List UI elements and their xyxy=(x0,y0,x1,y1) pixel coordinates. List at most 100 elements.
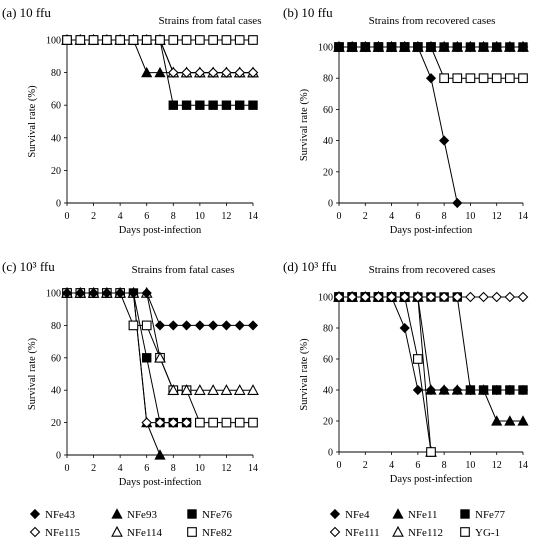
data-point xyxy=(115,287,126,299)
x-tick-label: 6 xyxy=(144,211,149,222)
y-tick-label: 60 xyxy=(323,105,333,116)
panel-d: (d) 10³ ffu Strains from recovered cases 0… xyxy=(283,259,529,485)
y-axis-label: Survival rate (%) xyxy=(299,88,310,161)
data-point xyxy=(248,35,258,45)
data-point xyxy=(491,291,503,303)
data-point xyxy=(491,415,503,426)
legend-label: NFe76 xyxy=(202,509,232,521)
series-line-nfe77 xyxy=(339,296,523,391)
data-point xyxy=(168,320,179,331)
x-tick-label: 0 xyxy=(65,211,70,222)
series-line-nfe112 xyxy=(339,296,432,453)
data-point xyxy=(62,35,72,45)
data-point xyxy=(234,417,245,428)
data-point xyxy=(452,73,463,84)
legend-label: NFe4 xyxy=(345,509,370,521)
x-tick-label: 8 xyxy=(442,211,447,222)
x-tick-label: 12 xyxy=(221,463,231,474)
legend-item-nfe112: NFe112 xyxy=(392,525,443,539)
data-point xyxy=(505,73,515,84)
data-point xyxy=(141,35,152,45)
data-point xyxy=(425,291,437,303)
data-point xyxy=(438,291,450,303)
y-tick-label: 100 xyxy=(46,36,61,47)
legend-item-yg-1: YG-1 xyxy=(460,527,500,539)
legend-marker xyxy=(187,527,197,537)
x-tick-label: 2 xyxy=(363,211,368,222)
data-point xyxy=(88,35,99,45)
data-point xyxy=(195,35,205,45)
data-point xyxy=(451,291,463,303)
data-point xyxy=(154,351,166,363)
x-tick-label: 12 xyxy=(492,211,502,222)
data-point xyxy=(465,291,476,303)
data-point xyxy=(451,41,463,52)
y-tick-label: 100 xyxy=(318,43,333,54)
series-nfe82 xyxy=(62,35,258,45)
data-point xyxy=(478,73,489,84)
data-point xyxy=(154,320,166,331)
data-point xyxy=(247,384,259,395)
data-point xyxy=(504,291,516,303)
data-point xyxy=(221,100,232,110)
data-point xyxy=(155,35,165,45)
data-point xyxy=(247,67,259,78)
y-axis-label: Survival rate (%) xyxy=(27,337,38,410)
legend-marker xyxy=(111,525,123,537)
data-point xyxy=(221,67,232,78)
y-tick-label: 0 xyxy=(328,448,333,459)
x-axis-label: Days post-infection xyxy=(119,225,202,236)
y-tick-label: 40 xyxy=(51,133,61,144)
x-tick-label: 0 xyxy=(65,463,70,474)
x-tick-label: 0 xyxy=(337,211,342,222)
data-point xyxy=(491,73,502,84)
x-tick-label: 12 xyxy=(221,211,231,222)
data-point xyxy=(101,287,112,299)
series-nfe111 xyxy=(333,291,529,303)
legend-marker xyxy=(29,526,41,538)
y-tick-label: 60 xyxy=(51,101,61,112)
data-point xyxy=(426,447,436,457)
x-tick-label: 2 xyxy=(91,211,96,222)
data-point xyxy=(373,291,384,303)
data-point xyxy=(518,385,528,395)
legend-item-nfe111: NFe111 xyxy=(329,526,380,539)
x-tick-label: 4 xyxy=(118,211,123,222)
legend-label: NFe112 xyxy=(408,527,443,539)
y-tick-label: 20 xyxy=(51,166,61,177)
x-tick-label: 2 xyxy=(363,460,368,471)
data-point xyxy=(346,291,358,303)
y-tick-label: 100 xyxy=(46,289,61,300)
y-tick-label: 0 xyxy=(56,451,61,462)
x-tick-label: 14 xyxy=(518,460,528,471)
data-point xyxy=(465,385,476,395)
legend-item-nfe115: NFe115 xyxy=(29,526,81,539)
data-point xyxy=(399,291,411,303)
data-point xyxy=(439,73,449,84)
data-point xyxy=(464,41,477,52)
legend-marker xyxy=(329,508,341,520)
data-point xyxy=(517,291,529,303)
legend-item-nfe43: NFe43 xyxy=(29,508,75,521)
legend-item-nfe114: NFe114 xyxy=(111,525,163,539)
series-nfe11 xyxy=(333,41,529,52)
y-tick-label: 60 xyxy=(323,355,333,366)
legend-fatal: NFe43 NFe93 NFe76 NFe115 NFe114 NFe82 xyxy=(29,508,232,539)
data-point xyxy=(208,417,218,428)
data-point xyxy=(167,384,180,395)
data-point xyxy=(195,417,205,428)
data-point xyxy=(359,291,371,303)
data-point xyxy=(491,41,503,52)
y-axis-label: Survival rate (%) xyxy=(299,338,310,411)
legend-marker xyxy=(29,508,41,520)
panel-b: (b) 10 ffu Strains from recovered cases 0 2… xyxy=(283,5,529,236)
series-nfe114 xyxy=(61,286,259,395)
legend-label: NFe11 xyxy=(408,509,438,521)
panel-label: (d) 10³ ffu xyxy=(283,259,337,274)
series-nfe4 xyxy=(333,41,463,209)
data-point xyxy=(154,449,166,460)
data-point xyxy=(247,320,259,331)
x-tick-label: 10 xyxy=(195,463,205,474)
x-axis-label: Days post-infection xyxy=(390,474,473,485)
